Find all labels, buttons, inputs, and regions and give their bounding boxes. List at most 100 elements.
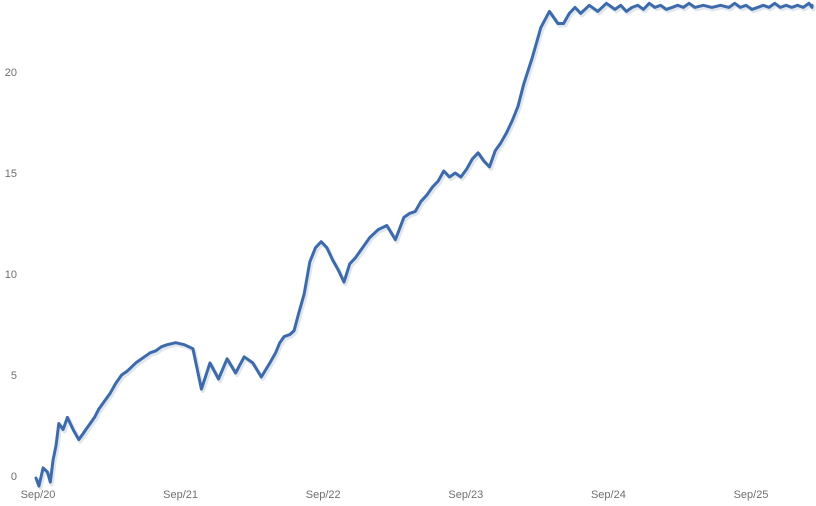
data-point bbox=[466, 168, 468, 170]
data-point bbox=[631, 6, 633, 8]
data-point bbox=[531, 57, 533, 59]
data-point bbox=[580, 12, 582, 14]
data-point bbox=[149, 352, 151, 354]
data-point bbox=[369, 237, 371, 239]
data-point bbox=[420, 200, 422, 202]
data-point bbox=[155, 350, 157, 352]
data-point bbox=[426, 194, 428, 196]
data-point bbox=[797, 4, 799, 6]
data-point bbox=[386, 225, 388, 227]
data-point bbox=[500, 142, 502, 144]
data-point bbox=[337, 269, 339, 271]
data-point bbox=[431, 186, 433, 188]
data-point bbox=[489, 166, 491, 168]
x-axis: Sep/20 Sep/21 Sep/22 Sep/23 Sep/24 Sep/25 bbox=[21, 489, 769, 501]
data-point bbox=[166, 344, 168, 346]
data-point bbox=[751, 8, 753, 10]
data-point bbox=[94, 416, 96, 418]
data-point bbox=[791, 6, 793, 8]
data-point bbox=[437, 180, 439, 182]
data-point bbox=[82, 433, 84, 435]
data-point bbox=[326, 247, 328, 249]
data-point bbox=[293, 330, 295, 332]
data-point bbox=[109, 392, 111, 394]
data-point bbox=[297, 313, 299, 315]
data-point bbox=[568, 12, 570, 14]
data-point bbox=[309, 261, 311, 263]
data-point bbox=[494, 150, 496, 152]
data-point bbox=[728, 6, 730, 8]
x-tick-label: Sep/22 bbox=[306, 489, 341, 501]
data-point bbox=[55, 445, 57, 447]
data-point bbox=[540, 27, 542, 29]
data-point bbox=[85, 429, 87, 431]
data-point bbox=[665, 8, 667, 10]
data-point bbox=[403, 216, 405, 218]
data-point bbox=[315, 247, 317, 249]
data-point bbox=[279, 342, 281, 344]
data-point bbox=[218, 378, 220, 380]
data-point bbox=[414, 210, 416, 212]
data-point bbox=[209, 362, 211, 364]
data-point bbox=[121, 374, 123, 376]
data-point bbox=[62, 429, 64, 431]
data-point bbox=[275, 352, 277, 354]
data-point bbox=[506, 132, 508, 134]
data-point bbox=[811, 6, 813, 8]
data-point bbox=[49, 481, 51, 483]
data-point bbox=[320, 241, 322, 243]
data-point bbox=[625, 10, 627, 12]
data-point bbox=[354, 257, 356, 259]
data-point bbox=[283, 336, 285, 338]
x-tick-label: Sep/20 bbox=[21, 489, 56, 501]
data-point bbox=[200, 388, 202, 390]
data-point bbox=[35, 477, 37, 479]
x-tick-label: Sep/24 bbox=[591, 489, 626, 501]
data-point bbox=[66, 416, 68, 418]
data-point bbox=[677, 4, 679, 6]
data-point bbox=[349, 263, 351, 265]
data-point bbox=[143, 356, 145, 358]
data-point bbox=[38, 485, 40, 487]
series-line-shadow bbox=[35, 3, 816, 491]
data-point bbox=[660, 4, 662, 6]
data-point bbox=[303, 293, 305, 295]
data-point bbox=[360, 249, 362, 251]
data-point bbox=[637, 4, 639, 6]
data-point bbox=[226, 358, 228, 360]
y-tick-label: 0 bbox=[11, 471, 17, 483]
data-point bbox=[126, 370, 128, 372]
data-point bbox=[252, 362, 254, 364]
x-tick-label: Sep/25 bbox=[734, 489, 769, 501]
data-point bbox=[643, 8, 645, 10]
data-point bbox=[89, 423, 91, 425]
data-point bbox=[574, 6, 576, 8]
data-point bbox=[811, 4, 813, 6]
data-point bbox=[734, 2, 736, 4]
data-point bbox=[332, 259, 334, 261]
data-point bbox=[243, 356, 245, 358]
data-point bbox=[620, 4, 622, 6]
y-tick-label: 20 bbox=[5, 67, 17, 79]
data-point bbox=[42, 467, 44, 469]
data-point bbox=[235, 372, 237, 374]
data-point bbox=[460, 176, 462, 178]
data-point bbox=[343, 281, 345, 283]
data-point bbox=[449, 176, 451, 178]
series-group bbox=[34, 1, 816, 491]
data-point bbox=[103, 400, 105, 402]
data-point bbox=[711, 6, 713, 8]
data-point bbox=[483, 160, 485, 162]
data-point bbox=[289, 334, 291, 336]
data-point bbox=[260, 376, 262, 378]
data-point bbox=[161, 346, 163, 348]
data-point bbox=[454, 172, 456, 174]
x-tick-label: Sep/21 bbox=[163, 489, 198, 501]
data-point bbox=[192, 348, 194, 350]
data-point bbox=[739, 6, 741, 8]
data-point bbox=[548, 10, 550, 12]
data-point bbox=[409, 212, 411, 214]
data-point bbox=[78, 439, 80, 441]
